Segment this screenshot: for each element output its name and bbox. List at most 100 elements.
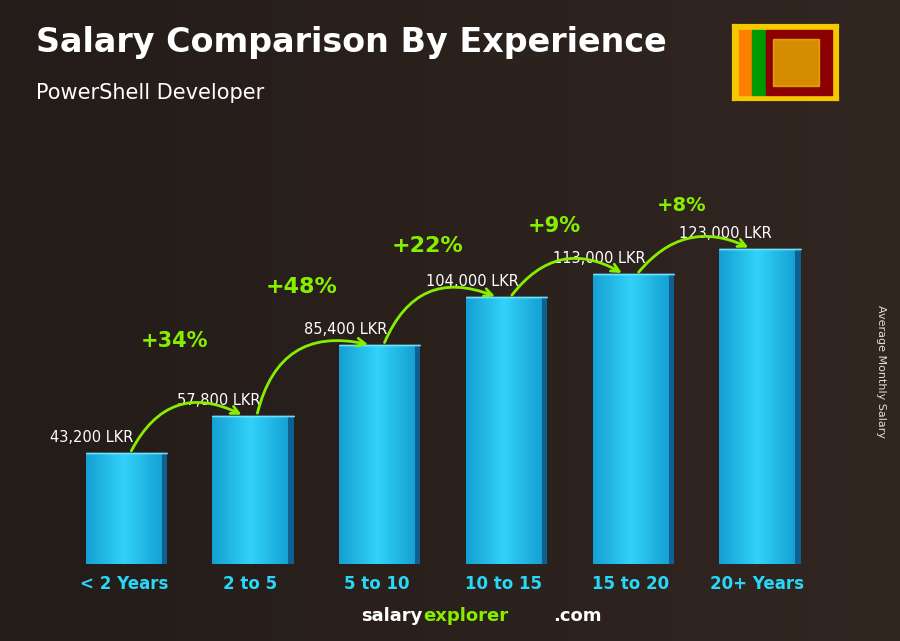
Bar xyxy=(391,345,392,564)
Bar xyxy=(667,274,668,564)
Bar xyxy=(397,345,398,564)
Bar xyxy=(489,297,490,564)
Bar xyxy=(345,345,346,564)
Bar xyxy=(467,297,468,564)
Bar xyxy=(250,416,251,564)
Bar xyxy=(641,274,642,564)
Bar xyxy=(657,274,658,564)
Bar xyxy=(99,453,100,564)
Bar xyxy=(109,453,110,564)
Bar xyxy=(721,249,722,564)
Bar xyxy=(777,249,778,564)
Bar xyxy=(235,416,236,564)
Bar xyxy=(782,249,783,564)
Text: Salary Comparison By Experience: Salary Comparison By Experience xyxy=(36,26,667,58)
Bar xyxy=(260,416,261,564)
Bar xyxy=(347,345,348,564)
Bar xyxy=(288,416,293,564)
Bar xyxy=(473,297,474,564)
Bar xyxy=(279,416,280,564)
Text: +34%: +34% xyxy=(140,331,208,351)
Bar xyxy=(224,416,225,564)
Bar xyxy=(664,274,665,564)
Bar xyxy=(756,249,757,564)
Bar xyxy=(89,453,90,564)
Bar xyxy=(409,345,410,564)
Bar xyxy=(392,345,393,564)
Bar xyxy=(609,274,610,564)
Bar xyxy=(592,274,593,564)
Bar xyxy=(278,416,279,564)
Bar xyxy=(280,416,281,564)
Bar xyxy=(612,274,613,564)
Bar xyxy=(502,297,503,564)
Bar xyxy=(116,453,117,564)
Bar xyxy=(111,453,112,564)
Bar xyxy=(644,274,646,564)
Bar xyxy=(793,249,794,564)
Bar xyxy=(757,249,758,564)
Bar xyxy=(736,249,737,564)
Bar xyxy=(97,453,98,564)
Bar xyxy=(162,453,167,564)
Bar xyxy=(136,453,137,564)
Bar xyxy=(287,416,288,564)
Bar xyxy=(139,453,140,564)
Bar xyxy=(362,345,363,564)
Bar xyxy=(519,297,520,564)
Bar xyxy=(766,249,767,564)
Bar xyxy=(245,416,246,564)
Bar xyxy=(151,453,152,564)
Bar xyxy=(378,345,379,564)
Bar xyxy=(738,249,739,564)
Text: 43,200 LKR: 43,200 LKR xyxy=(50,430,134,445)
Bar xyxy=(520,297,521,564)
Bar xyxy=(497,297,499,564)
Bar xyxy=(415,345,420,564)
Bar xyxy=(501,297,502,564)
Bar xyxy=(403,345,404,564)
Bar xyxy=(123,453,124,564)
Bar xyxy=(753,249,754,564)
Bar xyxy=(758,249,760,564)
Bar xyxy=(145,453,146,564)
Bar xyxy=(608,274,609,564)
Bar xyxy=(343,345,344,564)
Bar xyxy=(117,453,118,564)
Bar xyxy=(535,297,536,564)
Bar xyxy=(269,416,270,564)
Bar xyxy=(247,416,248,564)
Bar xyxy=(135,453,136,564)
Bar xyxy=(388,345,389,564)
Bar xyxy=(104,453,105,564)
Text: 123,000 LKR: 123,000 LKR xyxy=(680,226,772,240)
Bar xyxy=(161,453,162,564)
Bar xyxy=(493,297,494,564)
Bar xyxy=(120,453,121,564)
Bar xyxy=(149,453,150,564)
Bar xyxy=(647,274,648,564)
Bar xyxy=(749,249,750,564)
Bar xyxy=(643,274,644,564)
Bar xyxy=(214,416,215,564)
Bar xyxy=(770,249,771,564)
Bar xyxy=(374,345,375,564)
Bar xyxy=(339,345,340,564)
Bar xyxy=(484,297,485,564)
Bar xyxy=(629,274,630,564)
FancyArrowPatch shape xyxy=(257,338,365,413)
Bar xyxy=(744,249,745,564)
Bar xyxy=(745,249,746,564)
Bar xyxy=(479,297,480,564)
Bar xyxy=(92,453,93,564)
Bar xyxy=(599,274,600,564)
Bar xyxy=(773,39,819,86)
Text: 85,400 LKR: 85,400 LKR xyxy=(304,322,387,337)
Bar xyxy=(786,249,787,564)
Bar xyxy=(764,249,765,564)
Bar xyxy=(274,416,275,564)
Bar xyxy=(87,453,88,564)
Bar xyxy=(536,297,537,564)
Bar xyxy=(763,249,764,564)
Bar xyxy=(508,297,509,564)
